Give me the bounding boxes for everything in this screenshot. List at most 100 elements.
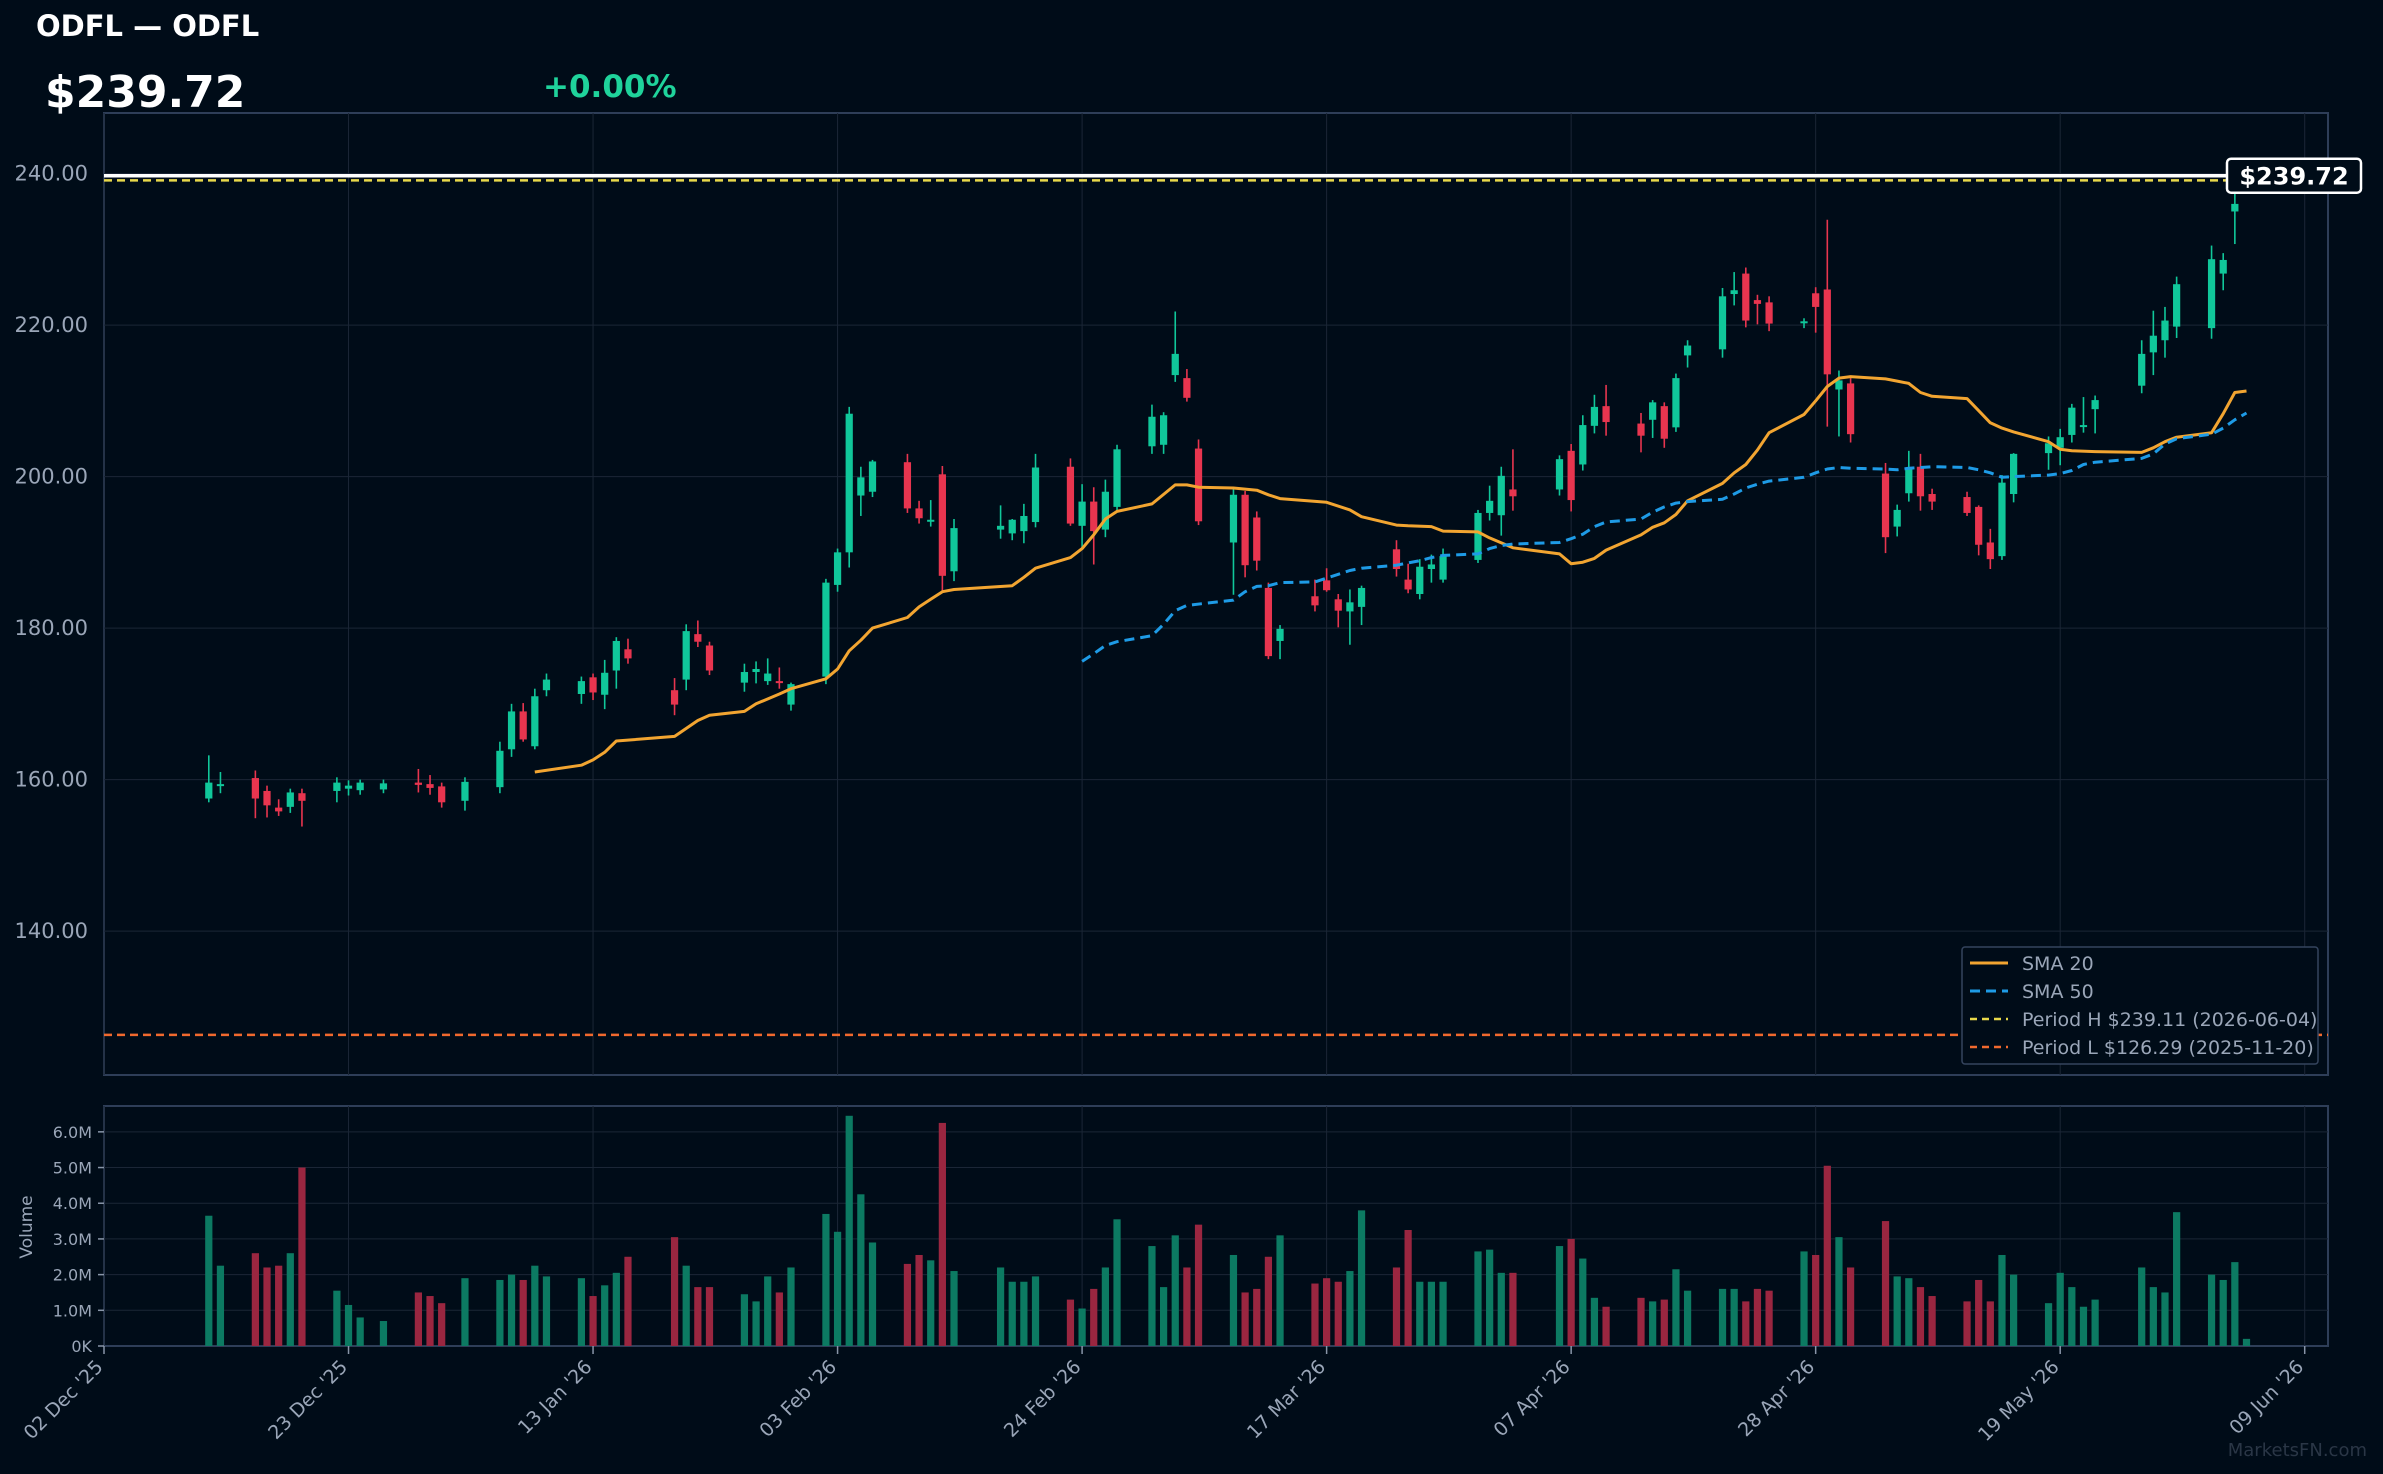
candle-body: [682, 631, 690, 680]
volume-bar: [542, 1276, 551, 1346]
candle-body: [1323, 580, 1331, 591]
volume-bar: [2219, 1279, 2227, 1346]
chart-title: ODFL — ODFL: [36, 9, 259, 43]
volume-bar: [1264, 1256, 1273, 1346]
candle-body: [2173, 284, 2181, 327]
volume-bar: [1975, 1279, 1983, 1346]
price-tick-label: 160.00: [15, 768, 88, 792]
candle-body: [1975, 506, 1983, 545]
volume-bar: [927, 1260, 935, 1346]
volume-bar: [1683, 1290, 1692, 1346]
volume-bar: [1148, 1246, 1156, 1346]
candle-body: [1078, 501, 1086, 526]
moving-averages: [534, 375, 2248, 774]
volume-bar: [589, 1296, 597, 1346]
volume-bar: [1579, 1258, 1587, 1346]
volume-bar: [1812, 1254, 1820, 1346]
candle-body: [2079, 425, 2088, 428]
volume-bar: [1928, 1296, 1936, 1346]
candle-body: [216, 784, 225, 787]
volume-bar: [251, 1253, 259, 1346]
watermark: MarketsFN.com: [2228, 1440, 2367, 1461]
volume-bar: [344, 1304, 353, 1346]
volume-bar: [1730, 1288, 1738, 1346]
volume-bar: [1253, 1288, 1261, 1346]
candle-body: [624, 649, 632, 659]
volume-bar: [1427, 1281, 1436, 1346]
volume-bar: [1986, 1301, 1994, 1346]
candle-body: [1753, 300, 1762, 304]
legend-item-period-low: Period L $126.29 (2025-11-20): [2022, 1037, 2314, 1059]
candle-body: [927, 519, 935, 522]
candle-body: [2010, 453, 2018, 495]
candle-body: [2207, 259, 2216, 329]
volume-bar: [519, 1279, 527, 1346]
volume-bar: [2161, 1292, 2169, 1346]
date-tick-label: 24 Feb '26: [1000, 1356, 1086, 1442]
candle-body: [1998, 482, 2006, 557]
volume-bar: [1113, 1219, 1121, 1346]
candle-body: [2056, 437, 2064, 448]
candle-body: [1020, 515, 1028, 532]
candle-body: [775, 681, 783, 684]
candle-body: [519, 711, 527, 740]
candle-body: [740, 672, 749, 683]
volume-bar: [845, 1115, 853, 1346]
volume-bar: [1311, 1283, 1319, 1346]
candle-body: [1264, 587, 1273, 657]
candle-body: [1579, 425, 1587, 465]
candle-body: [612, 640, 620, 671]
volume-bar: [1846, 1267, 1855, 1346]
volume-tick-label: 3.0M: [53, 1230, 92, 1249]
date-tick-label: 09 Jun '26: [2225, 1356, 2308, 1439]
candle-body: [531, 696, 539, 747]
candle-body: [286, 792, 294, 807]
candle-body: [2149, 335, 2157, 353]
price-tick-label: 140.00: [15, 919, 88, 943]
candle-body: [496, 750, 504, 788]
candle-body: [1171, 353, 1179, 376]
candle-body: [1881, 473, 1890, 538]
candle-body: [263, 790, 271, 806]
candle-body: [1637, 423, 1645, 436]
volume-bar: [612, 1272, 620, 1346]
current-price: $239.72: [45, 67, 245, 118]
volume-bar: [286, 1253, 294, 1346]
candle-body: [787, 684, 795, 705]
candle-body: [1718, 296, 1727, 350]
price-tick-label: 180.00: [15, 616, 88, 640]
volume-bar: [333, 1290, 341, 1346]
candle-body: [938, 474, 946, 576]
volume-bar: [356, 1317, 364, 1346]
candle-body: [1276, 628, 1284, 641]
candle-body: [1392, 549, 1401, 570]
legend-item-period-high: Period H $239.11 (2026-06-04): [2022, 1009, 2317, 1031]
candle-body: [950, 528, 958, 572]
candle-body: [1555, 459, 1564, 490]
candle-body: [1194, 448, 1203, 522]
volume-bar: [2149, 1287, 2157, 1346]
volume-bar: [2242, 1338, 2251, 1346]
volume-bar: [1078, 1308, 1086, 1346]
candle-body: [461, 781, 469, 801]
candle-body: [1427, 564, 1436, 570]
volume-bar: [938, 1122, 946, 1346]
volume-bar: [496, 1279, 504, 1346]
reference-lines: [104, 173, 2328, 1037]
volume-bar: [1066, 1299, 1075, 1346]
volume-tick-label: 2.0M: [53, 1266, 92, 1285]
volume-bar: [682, 1265, 690, 1346]
candle-body: [1986, 542, 1994, 560]
candle-body: [1928, 494, 1936, 502]
volume-bar: [1881, 1221, 1890, 1346]
candle-body: [1404, 579, 1412, 590]
volume-bar: [1159, 1287, 1168, 1346]
volume-bar: [1555, 1246, 1564, 1346]
volume-axis-label: Volume: [17, 1195, 37, 1258]
volume-bar: [1963, 1301, 1971, 1346]
price-tick-label: 240.00: [15, 162, 88, 186]
candle-body: [1730, 290, 1738, 295]
volume-bar: [950, 1271, 958, 1346]
volume-bar: [1742, 1301, 1750, 1346]
